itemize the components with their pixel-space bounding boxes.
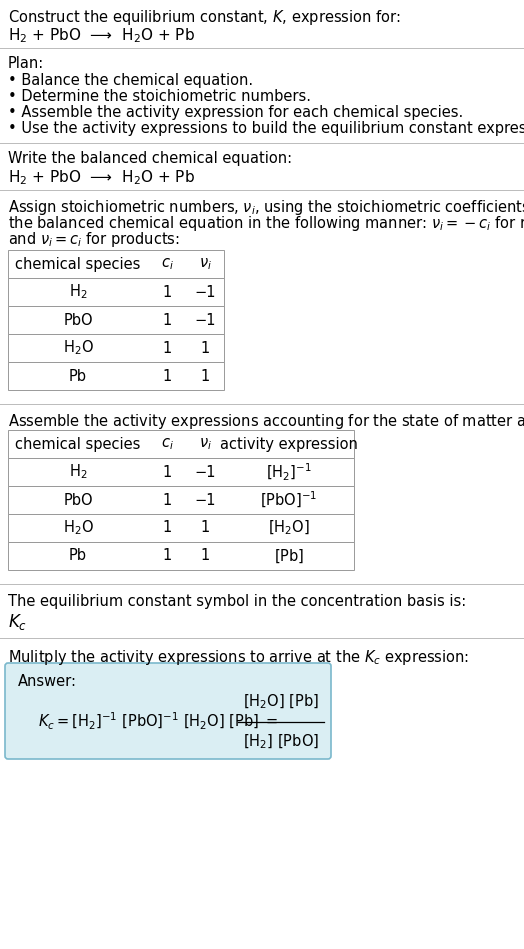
- Text: 1: 1: [162, 368, 172, 383]
- Text: PbO: PbO: [63, 312, 93, 327]
- Text: Answer:: Answer:: [18, 674, 77, 689]
- Text: $c_i$: $c_i$: [160, 256, 173, 271]
- Text: the balanced chemical equation in the following manner: $\nu_i = -c_i$ for react: the balanced chemical equation in the fo…: [8, 214, 524, 233]
- Text: Assign stoichiometric numbers, $\nu_i$, using the stoichiometric coefficients, $: Assign stoichiometric numbers, $\nu_i$, …: [8, 198, 524, 217]
- Text: $[\mathrm{H_2O}]\ [\mathrm{Pb}]$: $[\mathrm{H_2O}]\ [\mathrm{Pb}]$: [243, 693, 319, 711]
- Text: 1: 1: [162, 520, 172, 535]
- Bar: [8, 430, 354, 458]
- Text: Plan:: Plan:: [8, 56, 44, 71]
- Bar: [8, 278, 224, 306]
- Text: activity expression: activity expression: [220, 437, 358, 452]
- Text: Pb: Pb: [69, 549, 87, 564]
- Text: • Assemble the activity expression for each chemical species.: • Assemble the activity expression for e…: [8, 105, 463, 120]
- Text: • Balance the chemical equation.: • Balance the chemical equation.: [8, 73, 253, 88]
- Bar: [8, 334, 224, 362]
- Text: −1: −1: [194, 312, 216, 327]
- Text: H$_2$ + PbO  ⟶  H$_2$O + Pb: H$_2$ + PbO ⟶ H$_2$O + Pb: [8, 168, 195, 187]
- Text: $[\mathrm{PbO}]^{-1}$: $[\mathrm{PbO}]^{-1}$: [260, 490, 318, 510]
- Text: −1: −1: [194, 493, 216, 508]
- Text: 1: 1: [200, 341, 210, 356]
- Text: −1: −1: [194, 285, 216, 300]
- Text: $[\mathrm{H_2}]\ [\mathrm{PbO}]$: $[\mathrm{H_2}]\ [\mathrm{PbO}]$: [243, 733, 319, 752]
- Text: −1: −1: [194, 464, 216, 479]
- Text: H$_2$O: H$_2$O: [62, 339, 93, 358]
- Text: $c_i$: $c_i$: [160, 437, 173, 452]
- Text: $\nu_i$: $\nu_i$: [199, 437, 212, 452]
- Bar: [8, 458, 354, 486]
- Text: Write the balanced chemical equation:: Write the balanced chemical equation:: [8, 151, 292, 166]
- Text: $[\mathrm{H_2O}]$: $[\mathrm{H_2O}]$: [268, 519, 310, 537]
- Text: H$_2$: H$_2$: [69, 283, 88, 302]
- Text: Assemble the activity expressions accounting for the state of matter and $\nu_i$: Assemble the activity expressions accoun…: [8, 412, 524, 431]
- Bar: [8, 542, 354, 570]
- Text: $K_c = [\mathrm{H_2}]^{-1}\ [\mathrm{PbO}]^{-1}\ [\mathrm{H_2O}]\ [\mathrm{Pb}]\: $K_c = [\mathrm{H_2}]^{-1}\ [\mathrm{PbO…: [38, 711, 279, 733]
- Text: 1: 1: [200, 368, 210, 383]
- Text: $\nu_i$: $\nu_i$: [199, 256, 212, 271]
- Text: 1: 1: [162, 341, 172, 356]
- FancyBboxPatch shape: [5, 663, 331, 759]
- Bar: [8, 306, 224, 334]
- Text: Mulitply the activity expressions to arrive at the $K_c$ expression:: Mulitply the activity expressions to arr…: [8, 648, 469, 667]
- Bar: [8, 362, 224, 390]
- Text: • Use the activity expressions to build the equilibrium constant expression.: • Use the activity expressions to build …: [8, 121, 524, 136]
- Text: and $\nu_i = c_i$ for products:: and $\nu_i = c_i$ for products:: [8, 230, 180, 249]
- Text: PbO: PbO: [63, 493, 93, 508]
- Bar: [8, 514, 354, 542]
- Text: The equilibrium constant symbol in the concentration basis is:: The equilibrium constant symbol in the c…: [8, 594, 466, 609]
- Text: 1: 1: [162, 464, 172, 479]
- Text: 1: 1: [162, 493, 172, 508]
- Text: H$_2$ + PbO  ⟶  H$_2$O + Pb: H$_2$ + PbO ⟶ H$_2$O + Pb: [8, 26, 195, 45]
- Text: Construct the equilibrium constant, $K$, expression for:: Construct the equilibrium constant, $K$,…: [8, 8, 401, 27]
- Text: 1: 1: [200, 549, 210, 564]
- Text: • Determine the stoichiometric numbers.: • Determine the stoichiometric numbers.: [8, 89, 311, 104]
- Text: H$_2$O: H$_2$O: [62, 519, 93, 537]
- Text: 1: 1: [200, 520, 210, 535]
- Text: $[\mathrm{Pb}]$: $[\mathrm{Pb}]$: [274, 548, 304, 565]
- Text: 1: 1: [162, 285, 172, 300]
- Text: 1: 1: [162, 549, 172, 564]
- Text: Pb: Pb: [69, 368, 87, 383]
- Bar: [8, 250, 224, 278]
- Bar: [8, 486, 354, 514]
- Text: H$_2$: H$_2$: [69, 463, 88, 481]
- Text: $K_c$: $K_c$: [8, 612, 27, 632]
- Text: 1: 1: [162, 312, 172, 327]
- Text: chemical species: chemical species: [15, 437, 140, 452]
- Text: chemical species: chemical species: [15, 256, 140, 271]
- Text: $[\mathrm{H_2}]^{-1}$: $[\mathrm{H_2}]^{-1}$: [266, 461, 312, 482]
